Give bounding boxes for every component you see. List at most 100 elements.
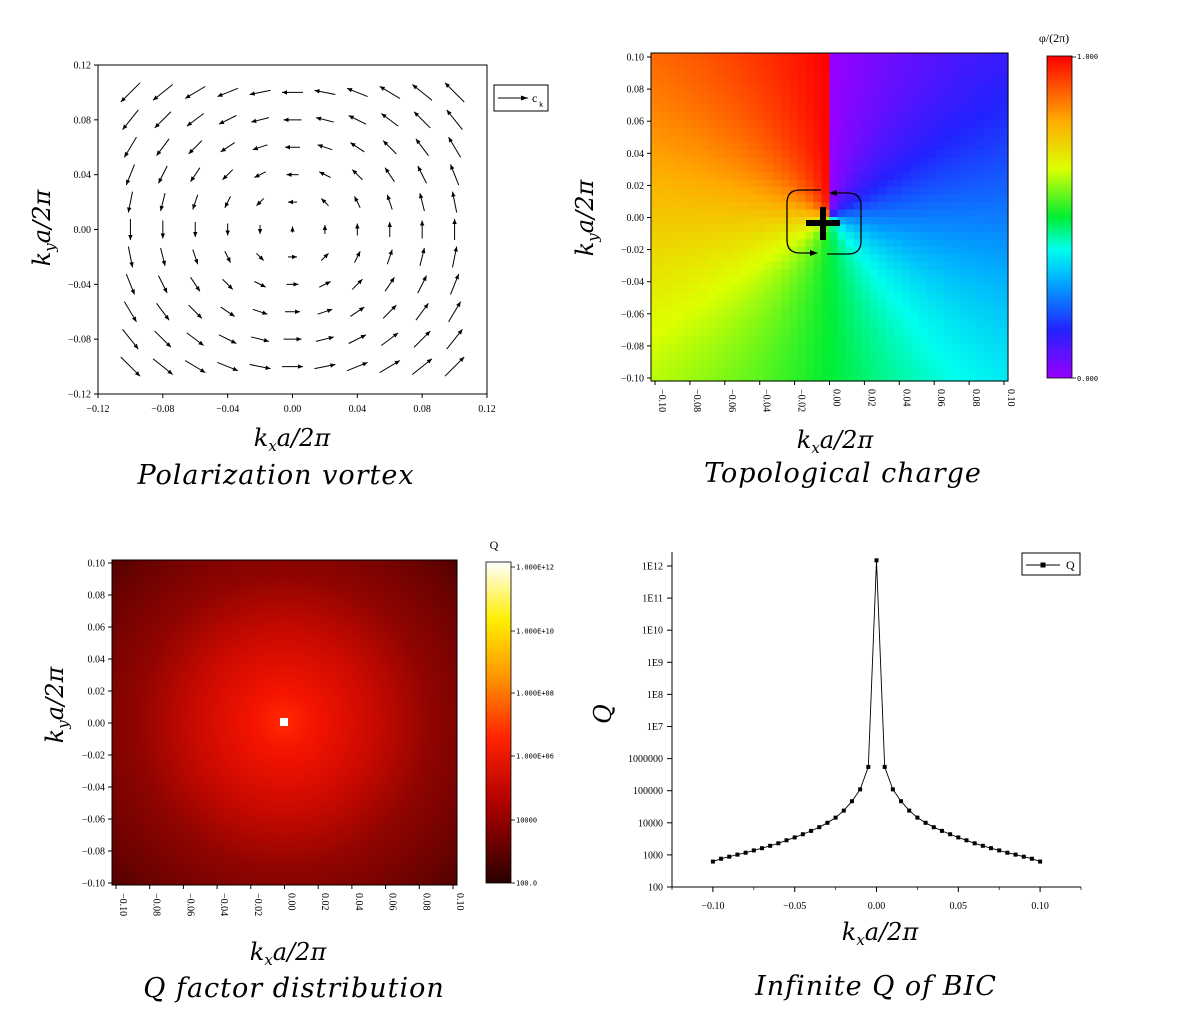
p2-heatmap-cell [967,127,977,136]
p2-heatmap-cell [748,299,758,308]
p2-heatmap-cell [651,97,660,106]
p2-heatmap-cell [853,172,863,181]
p2-heatmap-cell [805,306,814,315]
p2-heatmap-cell [821,336,831,345]
p2-heatmap-cell [699,194,709,203]
p2-heatmap-cell [813,135,822,144]
p2-heatmap-cell [707,60,717,69]
vortex-arrow [220,306,235,317]
p2-heatmap-cell [659,172,668,181]
p2-heatmap-cell [675,224,685,233]
p2-heatmap-cell [667,60,676,69]
p2-heatmap-cell [943,90,952,99]
p2-heatmap-cell [910,187,920,196]
p2-heatmap-cell [991,202,1001,211]
p2-heatmap-cell [772,120,782,129]
p2-heatmap-cell [756,321,766,330]
p2-heatmap-cell [740,254,749,263]
p2-heatmap-cell [853,336,863,345]
p2-heatmap-cell [870,284,879,293]
p2-heatmap-cell [918,149,928,158]
p2-heatmap-cell [845,164,855,173]
p2-heatmap-cell [659,127,668,136]
p2-heatmap-cell [870,299,879,308]
p2-heatmap-cell [983,328,993,337]
p2-heatmap-cell [707,127,717,136]
p2-heatmap-cell [805,366,814,375]
p2-heatmap-cell [748,97,758,106]
p2-xtick-label: 0.02 [865,389,876,407]
p2-heatmap-cell [740,336,749,345]
p2-heatmap-cell [699,172,709,181]
p2-heatmap-cell [659,343,668,352]
p2-heatmap-cell [659,120,668,129]
p2-heatmap-cell [870,209,879,218]
p4-data-point [989,846,994,851]
p2-heatmap-cell [999,343,1009,352]
p2-heatmap-cell [943,217,952,226]
p2-heatmap-cell [659,90,668,99]
p2-heatmap-cell [975,149,985,158]
p2-heatmap-cell [902,284,912,293]
p2-heatmap-cell [861,142,871,151]
p2-heatmap-cell [910,328,920,337]
p2-heatmap-cell [870,351,879,360]
p2-heatmap-cell [805,291,814,300]
p2-heatmap-cell [918,75,928,84]
p2-heatmap-cell [707,164,717,173]
p2-heatmap-cell [691,373,701,382]
p2-heatmap-cell [959,366,969,375]
p2-heatmap-cell [934,366,944,375]
p2-heatmap-cell [975,60,985,69]
p2-heatmap-cell [756,246,766,255]
p2-heatmap-cell [707,276,717,285]
p2-heatmap-cell [707,67,717,76]
p2-heatmap-cell [740,276,749,285]
p2-heatmap-cell [699,90,709,99]
p2-heatmap-cell [805,172,814,181]
p2-heatmap-cell [667,67,676,76]
p2-heatmap-cell [959,373,969,382]
p2-heatmap-cell [870,53,879,62]
p2-heatmap-cell [805,336,814,345]
p1-xtick-label: −0.12 [86,404,109,415]
p2-heatmap-cell [780,261,790,270]
p2-heatmap-cell [667,217,676,226]
p2-heatmap-cell [788,60,798,69]
p2-heatmap-cell [861,209,871,218]
p2-heatmap-cell [967,224,977,233]
p2-heatmap-cell [845,343,855,352]
vortex-arrow [190,167,201,182]
p2-heatmap-cell [983,172,993,181]
p2-heatmap-cell [699,261,709,270]
p4-ytick-label: 1E12 [642,562,663,573]
vortex-arrow [125,273,135,295]
p2-heatmap-cell [870,135,879,144]
p2-heatmap-cell [902,358,912,367]
p2-heatmap-cell [878,135,887,144]
p2-heatmap-cell [780,53,790,62]
p2-heatmap-cell [683,90,693,99]
p2-heatmap-cell [845,53,855,62]
p2-heatmap-cell [780,179,790,188]
p2-heatmap-cell [829,164,839,173]
p2-heatmap-cell [813,120,822,129]
p2-heatmap-cell [910,254,920,263]
p2-heatmap-cell [813,358,822,367]
p2-heatmap-cell [756,90,766,99]
p2-heatmap-cell [926,135,936,144]
p2-heatmap-cell [707,135,717,144]
p2-heatmap-cell [975,343,985,352]
p2-heatmap-cell [715,179,725,188]
p2-heatmap-cell [853,328,863,337]
p2-heatmap-cell [861,321,871,330]
p2-heatmap-cell [651,246,660,255]
p2-heatmap-cell [926,164,936,173]
p2-heatmap-cell [934,157,944,166]
p2-heatmap-cell [999,276,1009,285]
vortex-arrow [156,303,170,321]
p2-heatmap-cell [675,246,685,255]
p2-heatmap-cell [764,358,774,367]
p2-heatmap-cell [853,82,863,91]
p2-heatmap-cell [991,373,1001,382]
